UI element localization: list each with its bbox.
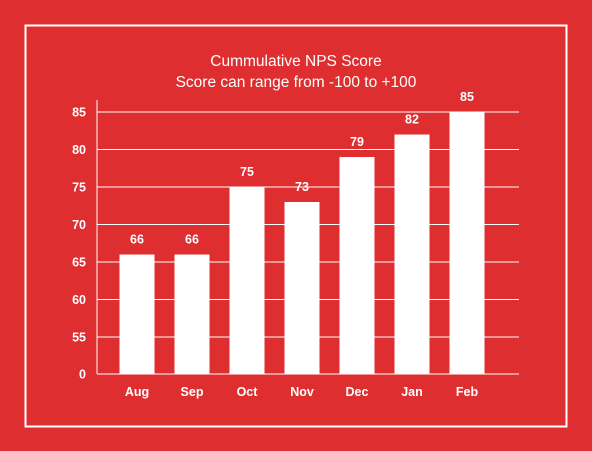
chart-subtitle: Score can range from -100 to +100	[176, 74, 417, 91]
y-tick-label: 65	[72, 256, 86, 270]
y-tick-label: 70	[72, 218, 86, 232]
bar-nov	[284, 202, 320, 374]
data-label-oct: 75	[240, 165, 254, 179]
data-label-nov: 73	[295, 180, 309, 194]
bar-aug	[119, 254, 155, 374]
y-axis: 85 80 75 70 65 60 55 0	[72, 100, 98, 382]
data-label-sep: 66	[185, 233, 199, 247]
chart-frame	[24, 24, 568, 428]
y-tick-label: 55	[72, 331, 86, 345]
bar-oct	[229, 187, 265, 374]
data-label-dec: 79	[350, 135, 364, 149]
y-tick-label: 0	[79, 368, 86, 382]
bar-dec	[339, 157, 375, 374]
data-labels: 66 66 75 73 79 82 85	[130, 90, 474, 247]
bars	[119, 112, 485, 374]
y-tick-label: 80	[72, 143, 86, 157]
x-tick-label-jan: Jan	[401, 385, 423, 399]
x-axis: Aug Sep Oct Nov Dec Jan Feb	[125, 385, 479, 399]
x-tick-label-oct: Oct	[237, 385, 259, 399]
data-label-aug: 66	[130, 233, 144, 247]
x-tick-label-dec: Dec	[346, 385, 369, 399]
x-tick-label-feb: Feb	[456, 385, 479, 399]
x-tick-label-nov: Nov	[290, 385, 314, 399]
bar-sep	[174, 254, 210, 374]
chart-title: Cummulative NPS Score	[210, 53, 381, 70]
y-tick-label: 85	[72, 106, 86, 120]
data-label-feb: 85	[460, 90, 474, 104]
x-tick-label-sep: Sep	[181, 385, 204, 399]
y-tick-label: 60	[72, 293, 86, 307]
bar-feb	[449, 112, 485, 374]
bar-jan	[394, 134, 430, 374]
data-label-jan: 82	[405, 113, 419, 127]
x-tick-label-aug: Aug	[125, 385, 149, 399]
y-tick-label: 75	[72, 181, 86, 195]
